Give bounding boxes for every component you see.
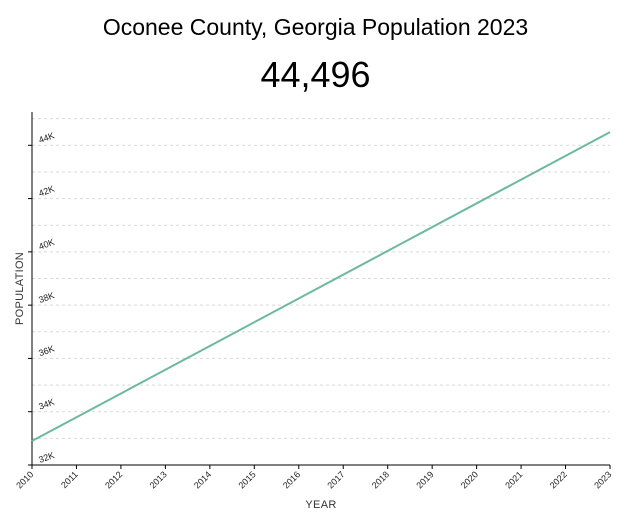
y-tick-label: 42K [37,184,55,199]
population-value: 44,496 [260,54,371,95]
x-tick-label: 2022 [548,469,569,490]
x-tick-label: 2019 [414,469,435,490]
y-tick-label: 36K [37,343,55,358]
chart-title: Oconee County, Georgia Population 2023 [102,14,529,40]
y-tick-label: 38K [37,290,55,305]
x-tick-label: 2015 [236,469,257,490]
x-tick-label: 2017 [325,469,346,490]
y-axis-title: POPULATION [14,252,26,325]
gridlines [32,118,610,439]
x-tick-label: 2011 [59,469,80,490]
x-tick-label: 2010 [14,469,35,490]
x-axis-title: YEAR [305,499,336,511]
x-tick-label: 2012 [103,469,124,490]
x-tick-label: 2023 [592,469,613,490]
y-tick-label: 40K [37,237,55,252]
y-tick-label: 32K [37,450,55,465]
y-tick-label: 34K [37,397,55,412]
x-tick-label: 2020 [459,469,480,490]
population-series-line [31,131,611,442]
x-tick-label: 2014 [192,469,213,490]
x-tick-label: 2018 [370,469,391,490]
y-tick-label: 44K [37,130,55,145]
x-tick-label: 2021 [503,469,524,490]
x-tick-label: 2013 [148,469,169,490]
x-axis-ticks: 2010 2011 2012 2013 2014 2015 2016 2017 2018 2019… [14,465,613,491]
x-tick-label: 2016 [281,469,302,490]
